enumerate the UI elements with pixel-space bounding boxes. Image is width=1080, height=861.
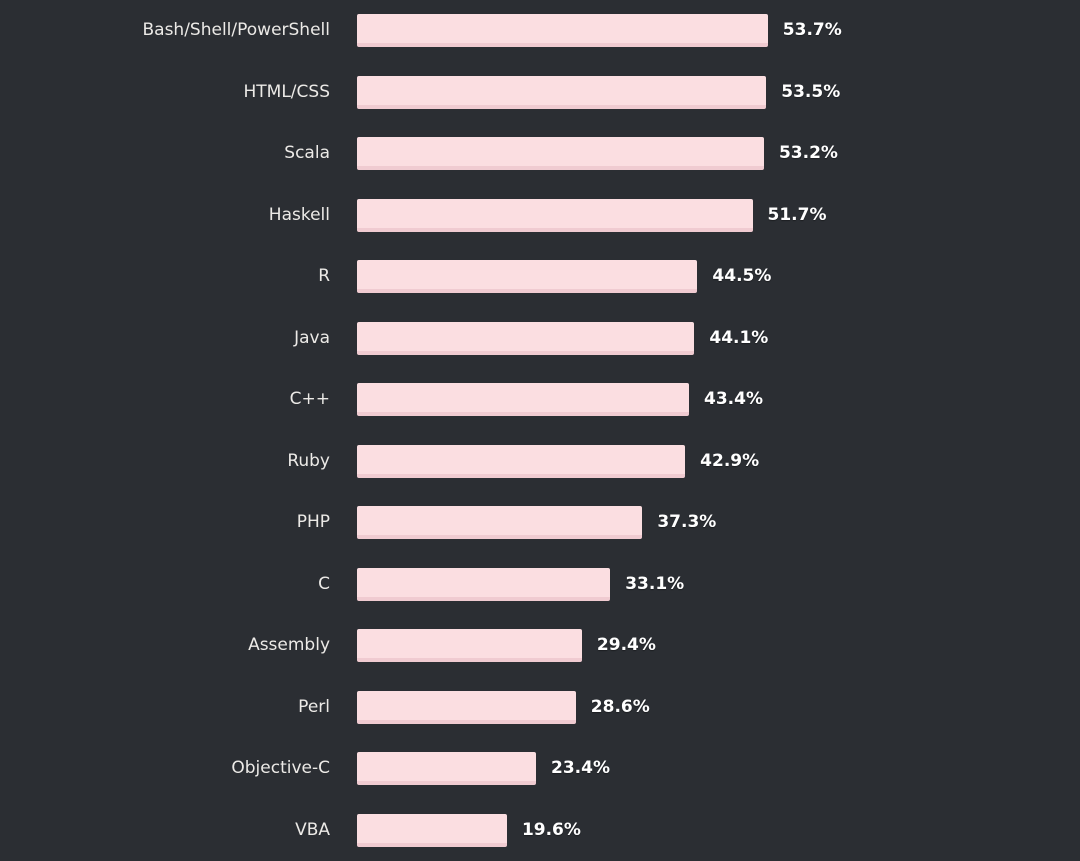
chart-row: HTML/CSS 53.5% xyxy=(0,62,1080,124)
bar-area: 51.7% xyxy=(357,198,1080,232)
value-label: 42.9% xyxy=(700,450,760,471)
value-label: 53.5% xyxy=(781,81,841,102)
value-label: 29.4% xyxy=(596,635,656,656)
chart-row: Assembly 29.4% xyxy=(0,615,1080,677)
value-label: 43.4% xyxy=(704,389,763,410)
bar-area: 37.3% xyxy=(357,506,1080,540)
category-label: Scala xyxy=(284,143,330,164)
bar xyxy=(357,75,767,109)
category-label: C xyxy=(318,573,330,594)
value-label: 28.6% xyxy=(590,696,650,717)
category-label: Haskell xyxy=(268,204,330,225)
category-label: Java xyxy=(294,327,330,348)
chart-row: Java 44.1% xyxy=(0,308,1080,370)
bar xyxy=(357,198,753,232)
bar xyxy=(357,813,507,847)
bar-area: 53.7% xyxy=(357,14,1080,48)
chart-row: Ruby 42.9% xyxy=(0,431,1080,493)
category-label: C++ xyxy=(289,389,330,410)
category-label: Ruby xyxy=(287,450,330,471)
value-label: 53.7% xyxy=(782,20,842,41)
bar xyxy=(357,137,764,171)
bar xyxy=(357,383,689,417)
category-label: Objective-C xyxy=(231,758,330,779)
bar-area: 43.4% xyxy=(357,383,1080,417)
chart-row: Objective-C 23.4% xyxy=(0,738,1080,800)
value-label: 44.1% xyxy=(709,327,769,348)
category-label: PHP xyxy=(296,512,330,533)
value-label: 33.1% xyxy=(625,573,685,594)
value-label: 19.6% xyxy=(521,819,581,840)
value-label: 51.7% xyxy=(767,204,827,225)
chart-row: VBA 19.6% xyxy=(0,800,1080,861)
bar-area: 44.1% xyxy=(357,321,1080,355)
value-label: 53.2% xyxy=(778,143,838,164)
category-label: VBA xyxy=(295,819,330,840)
chart-row: C 33.1% xyxy=(0,554,1080,616)
bar-area: 33.1% xyxy=(357,567,1080,601)
chart-row: Scala 53.2% xyxy=(0,123,1080,185)
bar xyxy=(357,444,686,478)
chart-row: Haskell 51.7% xyxy=(0,185,1080,247)
bar-area: 19.6% xyxy=(357,813,1080,847)
bar xyxy=(357,567,611,601)
chart-row: R 44.5% xyxy=(0,246,1080,308)
bar xyxy=(357,752,536,786)
chart-row: C++ 43.4% xyxy=(0,369,1080,431)
bar xyxy=(357,14,768,48)
bar-area: 28.6% xyxy=(357,690,1080,724)
value-label: 44.5% xyxy=(712,266,772,287)
category-label: Assembly xyxy=(248,635,330,656)
chart-row: Bash/Shell/PowerShell 53.7% xyxy=(0,0,1080,62)
category-label: Bash/Shell/PowerShell xyxy=(142,20,330,41)
bar-area: 42.9% xyxy=(357,444,1080,478)
bar xyxy=(357,629,582,663)
bar xyxy=(357,506,643,540)
bar-area: 44.5% xyxy=(357,260,1080,294)
category-label: HTML/CSS xyxy=(243,81,331,102)
category-label: R xyxy=(318,266,330,287)
value-label: 23.4% xyxy=(551,758,610,779)
bar-area: 53.5% xyxy=(357,75,1080,109)
chart-row: Perl 28.6% xyxy=(0,677,1080,739)
bar xyxy=(357,690,576,724)
value-label: 37.3% xyxy=(657,512,717,533)
bar xyxy=(357,321,695,355)
bar-area: 53.2% xyxy=(357,137,1080,171)
bar-area: 29.4% xyxy=(357,629,1080,663)
bar-area: 23.4% xyxy=(357,752,1080,786)
bar xyxy=(357,260,698,294)
chart-row: PHP 37.3% xyxy=(0,492,1080,554)
category-label: Perl xyxy=(298,696,330,717)
